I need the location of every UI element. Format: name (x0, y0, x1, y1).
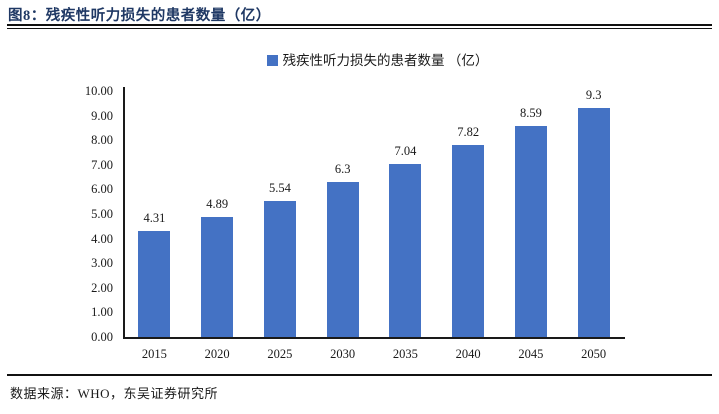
y-axis-line (123, 87, 125, 339)
bar-value-label: 6.3 (334, 162, 351, 177)
y-axis-tick-label: 3.00 (91, 256, 113, 271)
bar-value-label: 5.54 (268, 180, 291, 195)
y-axis-tick-label: 1.00 (91, 305, 113, 320)
bar-2050 (577, 108, 610, 337)
bar-2025 (263, 200, 296, 337)
bar-value-label: 4.89 (206, 196, 229, 211)
y-axis-tick-label: 0.00 (91, 330, 113, 344)
x-axis-tick-label: 2050 (581, 347, 607, 361)
x-axis-tick-label: 2015 (141, 347, 167, 361)
bar-value-label: 7.82 (457, 124, 480, 139)
x-axis-tick-label: 2025 (267, 347, 293, 361)
chart-legend: 残疾性听力损失的患者数量 （亿） (0, 49, 719, 69)
x-axis-line (123, 337, 625, 339)
y-axis-tick-label: 7.00 (91, 157, 113, 172)
x-axis-tick-label: 2040 (455, 347, 481, 361)
bar-value-label: 9.3 (585, 88, 602, 103)
y-axis-tick-label: 4.00 (91, 231, 113, 246)
y-axis-tick-label: 5.00 (91, 207, 113, 221)
bar-2020 (201, 216, 234, 337)
x-axis-tick-label: 2035 (392, 347, 418, 361)
y-axis-tick-label: 6.00 (91, 182, 113, 197)
legend-swatch-icon (266, 55, 278, 66)
bar-2035 (389, 163, 422, 337)
figure-title: 图8：残疾性听力损失的患者数量（亿） (8, 8, 271, 24)
bar-2045 (514, 125, 547, 337)
y-axis-tick-label: 2.00 (91, 280, 113, 295)
x-axis-tick-label: 2045 (518, 347, 544, 361)
x-axis-tick-label: 2030 (330, 347, 356, 361)
y-axis-tick-label: 8.00 (91, 133, 113, 148)
y-axis-tick-label: 10.00 (84, 84, 113, 98)
bar-2040 (452, 144, 485, 337)
source-note: 数据来源：WHO，东吴证券研究所 (10, 386, 219, 401)
header-divider (7, 24, 712, 29)
bar-value-label: 7.04 (394, 143, 417, 158)
x-axis-tick-label: 2020 (204, 347, 230, 361)
y-axis-tick-label: 9.00 (91, 108, 113, 123)
bar-2015 (138, 230, 171, 337)
footer-divider (7, 374, 712, 376)
bar-value-label: 4.31 (143, 210, 166, 225)
bar-2030 (326, 182, 359, 337)
bar-value-label: 8.59 (519, 105, 542, 120)
legend-label: 残疾性听力损失的患者数量 （亿） (282, 53, 489, 68)
